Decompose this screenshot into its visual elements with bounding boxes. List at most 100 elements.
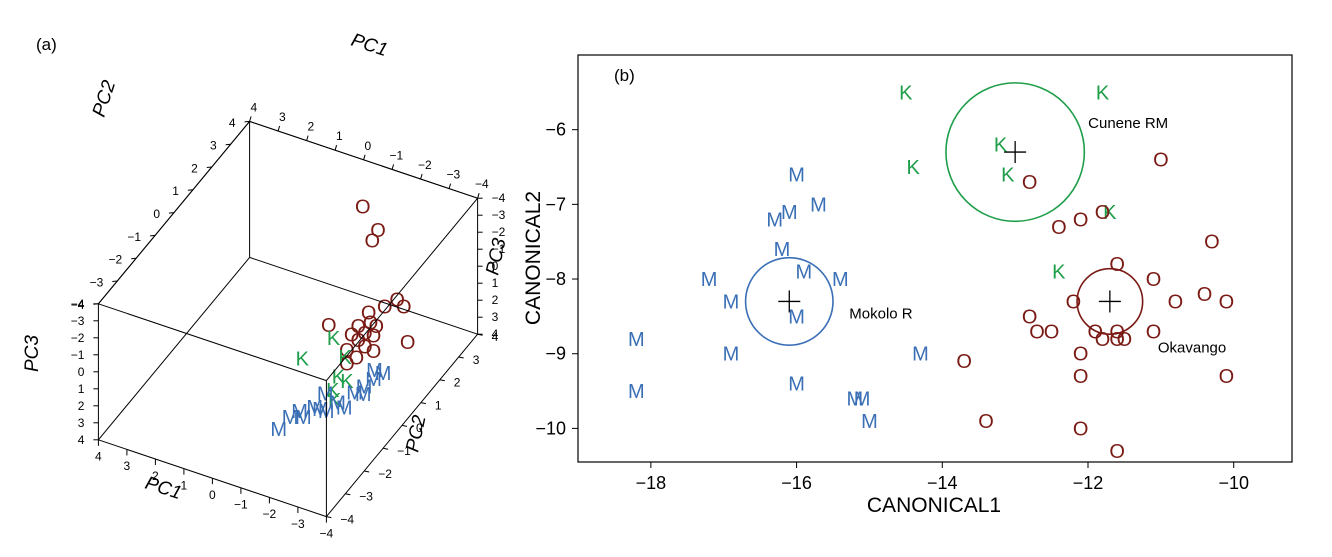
- point-O: O: [1117, 329, 1133, 351]
- point-O: O: [349, 348, 365, 370]
- tick-mark: [420, 402, 426, 405]
- tick-label: −3: [90, 275, 104, 289]
- y-tick-label: −10: [535, 418, 566, 438]
- tick-label: 3: [279, 110, 286, 124]
- point-O: O: [344, 325, 360, 347]
- point-M: M: [365, 369, 382, 391]
- point-O: O: [1029, 321, 1045, 343]
- tick-mark: [187, 189, 193, 191]
- tick-mark: [477, 193, 480, 199]
- tick-label: 4: [78, 433, 85, 447]
- tick-label: 0: [209, 488, 216, 502]
- point-M: M: [861, 411, 878, 433]
- point-K: K: [1103, 202, 1117, 224]
- point-O: O: [1022, 306, 1038, 328]
- tick-mark: [131, 257, 137, 260]
- point-M: M: [336, 398, 353, 420]
- point-M: M: [796, 262, 813, 284]
- pc2-left-label: PC2: [89, 77, 121, 119]
- tick-mark: [206, 166, 212, 168]
- tick-label: 4: [492, 327, 499, 341]
- cube-edge: [326, 333, 478, 517]
- point-O: O: [400, 332, 416, 354]
- tick-mark: [439, 379, 445, 382]
- tick-label: 3: [492, 310, 499, 324]
- tick-label: 1: [435, 398, 442, 412]
- tick-mark: [363, 154, 366, 160]
- point-O: O: [1219, 291, 1235, 313]
- point-O: O: [1073, 344, 1089, 366]
- point-O: O: [1073, 366, 1089, 388]
- centroid-label: Mokolo R: [849, 305, 913, 322]
- point-O: O: [370, 220, 386, 242]
- cube-edge: [98, 439, 327, 518]
- tick-label: 3: [473, 353, 480, 367]
- point-K: K: [340, 371, 354, 393]
- tick-label: 2: [492, 293, 499, 307]
- tick-label: −2: [263, 507, 277, 521]
- point-M: M: [346, 383, 363, 405]
- tick-label: 2: [307, 120, 314, 134]
- point-M: M: [701, 269, 718, 291]
- tick-mark: [391, 164, 395, 170]
- x-tick-label: −12: [1073, 473, 1104, 493]
- tick-mark: [168, 212, 175, 214]
- point-M: M: [628, 329, 645, 351]
- tick-label: 1: [78, 382, 85, 396]
- point-O: O: [1109, 441, 1125, 463]
- panel-b-canonical-plot: (b) −18 −16 −14 −12 −10 −6 −7 −8 −9 −10 Mokolo R C…: [522, 54, 1293, 517]
- tick-label: 1: [172, 184, 179, 198]
- x-tick-label: −16: [781, 473, 812, 493]
- point-O: O: [339, 354, 355, 376]
- point-M: M: [366, 360, 383, 382]
- tick-label: −2: [418, 158, 432, 172]
- tick-label: −2: [492, 225, 506, 239]
- tick-mark: [401, 424, 408, 427]
- point-O: O: [1022, 172, 1038, 194]
- point-O: O: [366, 341, 382, 363]
- point-K: K: [906, 157, 920, 179]
- point-M: M: [317, 384, 334, 406]
- point-M: M: [781, 202, 798, 224]
- point-O: O: [396, 296, 412, 318]
- point-O: O: [1109, 321, 1125, 343]
- point-O: O: [978, 411, 994, 433]
- tick-label: 3: [210, 139, 217, 153]
- tick-label: 2: [191, 161, 198, 175]
- point-M: M: [766, 209, 783, 231]
- panel-b-centroids: Mokolo R Cunene RM Okavango: [744, 82, 1226, 356]
- point-M: M: [291, 401, 308, 423]
- cube-edge: [98, 303, 327, 382]
- point-M: M: [854, 389, 871, 411]
- tick-label: 0: [492, 259, 499, 273]
- tick-label: −1: [397, 444, 411, 458]
- tick-label: 0: [416, 421, 423, 435]
- tick-label: −4: [492, 191, 506, 205]
- tick-label: −4: [71, 298, 85, 312]
- point-M: M: [306, 397, 323, 419]
- point-O: O: [339, 340, 355, 362]
- point-M: M: [312, 399, 329, 421]
- plot-frame: [577, 54, 1293, 463]
- point-K: K: [327, 328, 341, 350]
- point-O: O: [357, 337, 373, 359]
- centroid-circle-M: [744, 256, 834, 346]
- point-O: O: [355, 197, 371, 219]
- tick-label: −4: [340, 512, 354, 526]
- point-K: K: [1052, 262, 1066, 284]
- point-O: O: [1095, 202, 1111, 224]
- point-M: M: [329, 393, 346, 415]
- point-O: O: [1204, 232, 1220, 254]
- point-O: O: [1146, 269, 1162, 291]
- tick-label: −1: [492, 242, 506, 256]
- tick-label: 1: [181, 478, 188, 492]
- tick-label: 2: [152, 469, 159, 483]
- tick-label: 3: [124, 459, 131, 473]
- point-M: M: [355, 384, 372, 406]
- panel-a-points: OOOOOOOOOOOOOOOOOOOOOKKKKKKKMMMMMMMMMMMM…: [270, 197, 415, 441]
- point-O: O: [1146, 321, 1162, 343]
- tick-mark: [420, 173, 423, 180]
- tick-label: −2: [109, 253, 123, 267]
- point-O: O: [1073, 418, 1089, 440]
